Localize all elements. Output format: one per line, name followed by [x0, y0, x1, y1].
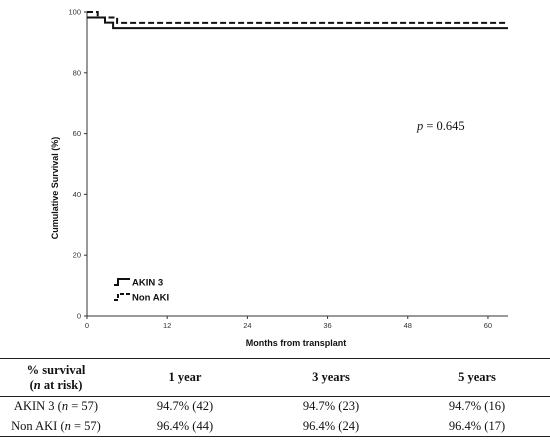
- survival-table: % survival (n at risk) 1 year 3 years 5 …: [0, 358, 550, 437]
- y-tick-label: 20: [73, 251, 81, 260]
- header-label-line1: % survival: [26, 362, 86, 377]
- legend-label: AKIN 3: [132, 278, 163, 289]
- row-group-n-value: = 57): [70, 418, 101, 433]
- p-value-annotation: p = 0.645: [416, 119, 465, 133]
- legend-swatch: [114, 278, 130, 286]
- x-tick-label: 60: [484, 321, 492, 330]
- y-tick-label: 0: [77, 312, 81, 321]
- header-label-n: n: [33, 377, 41, 392]
- x-tick-label: 0: [85, 321, 89, 330]
- header-label-open: (: [29, 377, 34, 392]
- x-tick-label: 12: [163, 321, 171, 330]
- table-row: AKIN 3 (n = 57) 94.7% (42) 94.7% (23) 94…: [0, 397, 550, 417]
- row-group-name: Non AKI: [11, 418, 58, 433]
- y-tick-label: 100: [68, 8, 81, 17]
- table-cell: 94.7% (42): [156, 399, 214, 414]
- x-tick-label: 24: [243, 321, 251, 330]
- table-header-col-3: 5 years: [404, 358, 550, 397]
- row-group-name: AKIN 3: [13, 399, 55, 414]
- table-header-col-1: 1 year: [112, 358, 258, 397]
- row-group-n-value: = 57): [68, 399, 99, 414]
- table-row: Non AKI (n = 57) 96.4% (44) 96.4% (24) 9…: [0, 416, 550, 437]
- legend-label: Non AKI: [132, 293, 169, 304]
- row-group-label: AKIN 3 (n = 57): [0, 397, 112, 417]
- series-line-non-aki: [87, 11, 508, 24]
- chart-axes: 0 20 40 60 80 100 0 12 24 36 48 60: [68, 8, 508, 330]
- table-cell: 96.4% (44): [112, 416, 258, 437]
- table-cell: 94.7% (23): [302, 399, 360, 414]
- table-cell: 96.4% (17): [404, 416, 550, 437]
- series-layer: [87, 11, 508, 30]
- table-header-col-2: 3 years: [258, 358, 404, 397]
- legend-swatch: [114, 293, 130, 301]
- y-axis-ticks: 0 20 40 60 80 100: [68, 8, 87, 321]
- header-label-rest: at risk): [40, 377, 83, 392]
- legend: AKIN 3 Non AKI: [114, 278, 169, 304]
- y-tick-label: 80: [73, 68, 81, 77]
- x-tick-label: 36: [323, 321, 331, 330]
- y-axis-title: Cumulative Survival (%): [50, 137, 60, 240]
- row-group-label: Non AKI (n = 57): [0, 416, 112, 437]
- x-axis-ticks: 0 12 24 36 48 60: [85, 316, 492, 330]
- table-cell: 94.7% (16): [448, 399, 506, 414]
- x-tick-label: 48: [404, 321, 412, 330]
- table-header-row: % survival (n at risk) 1 year 3 years 5 …: [0, 358, 550, 397]
- row-group-n: n: [61, 399, 69, 414]
- table-header-label: % survival (n at risk): [0, 358, 112, 397]
- p-value-symbol: p: [416, 119, 423, 133]
- table-cell: 96.4% (24): [258, 416, 404, 437]
- survival-chart: 0 20 40 60 80 100 0 12 24 36 48 60 Cumulative Surv…: [50, 8, 508, 348]
- y-tick-label: 60: [73, 129, 81, 138]
- p-value-text: = 0.645: [423, 119, 464, 133]
- y-tick-label: 40: [73, 190, 81, 199]
- row-group-n: n: [64, 418, 71, 433]
- row-group-open: (: [54, 399, 62, 414]
- x-axis-title: Months from transplant: [246, 338, 347, 348]
- row-group-open: (: [57, 418, 65, 433]
